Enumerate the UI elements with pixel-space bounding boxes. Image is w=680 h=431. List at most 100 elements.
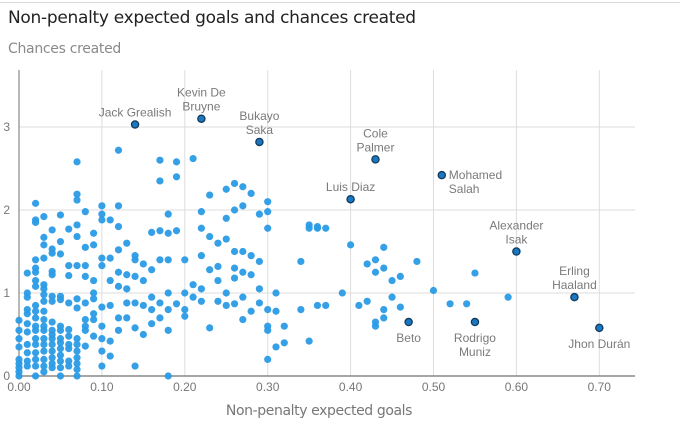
data-point [23,357,31,365]
x-tick-label: 0.00 [7,380,31,394]
data-point [81,326,89,334]
data-point [264,355,272,363]
data-point [90,276,98,285]
data-point [31,340,40,349]
data-point [255,210,264,218]
data-point [239,183,247,191]
data-point [106,216,114,224]
data-point [247,189,255,197]
x-tick-label: 0.60 [505,380,529,394]
data-point [280,322,288,330]
data-point [40,297,48,305]
data-point [48,297,56,305]
chart-title: Non-penalty expected goals and chances c… [8,8,416,28]
data-point [56,326,65,334]
player-label: Cole [363,126,388,140]
highlighted-player: Luis Diaz [326,180,375,204]
highlighted-point [595,323,604,333]
data-point [413,257,421,266]
data-point [56,372,65,380]
data-point [206,191,214,199]
data-point [338,289,346,297]
data-point [98,303,106,311]
data-point [31,335,40,343]
data-point [40,326,48,334]
data-point [239,293,247,301]
data-point [98,216,106,224]
data-point [23,340,31,349]
data-point [114,282,123,290]
x-axis-title-wrap: Non-penalty expected goals [0,403,680,419]
data-point [156,156,164,164]
data-point [73,262,81,270]
data-point [156,177,164,185]
player-label: Palmer [356,140,394,154]
data-point [81,262,89,270]
axes: 0.00 0.10 0.20 0.30 0.40 0.50 0.60 0.70 0 1 2 3 [3,70,635,394]
highlighted-point [346,194,355,204]
data-point [73,347,81,355]
data-point [31,282,40,290]
data-point [255,285,264,293]
data-point [98,202,106,210]
data-point [148,320,156,328]
data-point [429,286,438,295]
data-point [131,362,139,370]
highlighted-point [570,292,579,302]
data-point [305,224,313,232]
highlighted-point [470,317,480,327]
data-point [164,326,172,334]
data-point [264,198,272,206]
data-point [214,297,222,305]
data-point [56,250,65,258]
data-point [255,257,264,266]
data-point [73,335,81,343]
data-point [363,297,371,305]
data-point [230,247,239,256]
y-tick-label: 0 [3,369,10,383]
data-point [90,241,98,249]
highlighted-player: Beto [396,317,421,345]
data-point [181,312,189,320]
data-point [114,146,123,154]
data-point [65,225,73,233]
data-point [81,208,89,216]
data-point [106,301,114,310]
data-point [48,292,56,300]
data-point [114,314,123,322]
data-point [114,268,123,276]
data-point [23,362,31,370]
data-point [65,362,73,370]
data-point [230,264,239,272]
data-point [31,314,40,322]
data-point [172,158,181,166]
data-point [73,304,81,312]
data-point [40,241,48,249]
data-point [40,285,48,293]
data-point [40,362,48,370]
data-point [197,208,205,216]
data-point [272,289,280,297]
data-point [98,254,106,262]
data-point [446,300,454,308]
x-tick-label: 0.30 [256,380,280,394]
data-point [463,300,471,308]
data-point [48,318,56,326]
data-point [114,326,123,334]
data-point [40,340,48,349]
player-label: Erling [559,264,590,278]
data-point [81,315,89,324]
data-point [197,252,205,260]
data-point [48,364,56,372]
data-point [189,154,197,163]
data-point [65,299,73,307]
data-point [31,362,40,370]
x-axis-title: Non-penalty expected goals [225,403,413,419]
highlighted-point [130,120,140,129]
data-point [264,224,272,232]
data-point [56,351,65,359]
player-label: Isak [505,233,528,247]
data-point [222,289,230,297]
data-point [189,293,197,301]
data-point [15,372,23,380]
